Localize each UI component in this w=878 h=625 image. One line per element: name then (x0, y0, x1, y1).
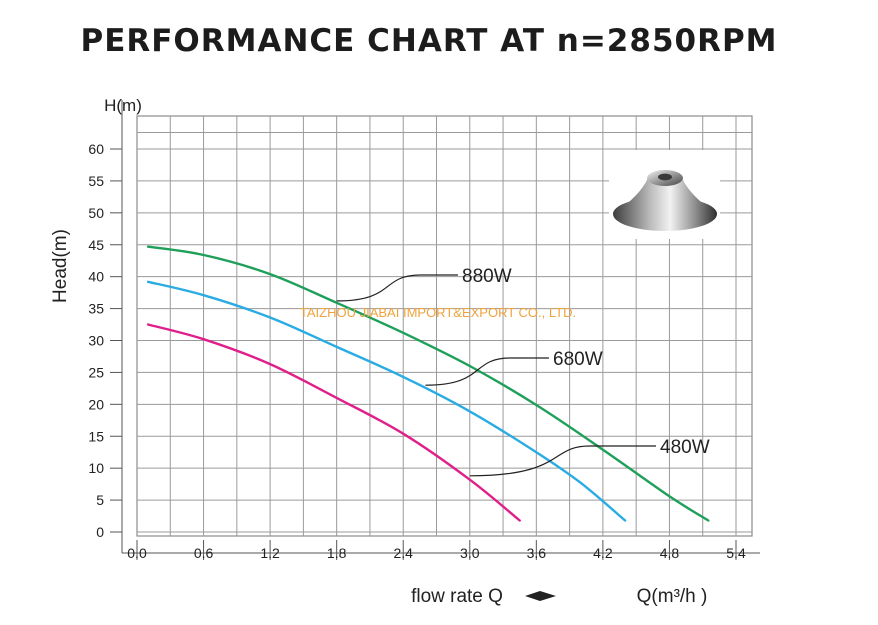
y-tick-label: 10 (88, 460, 104, 476)
series-label-680w: 680W (553, 349, 603, 370)
y-tick-label: 30 (88, 333, 104, 349)
watermark-text: TAIZHOU JIABAI IMPORT&EXPORT CO., LTD. (300, 305, 576, 320)
x-tick-label: 3.0 (460, 545, 480, 561)
callout-line (425, 357, 549, 386)
y-tick-label: 5 (96, 492, 104, 508)
x-tick-label: 3.6 (527, 545, 547, 561)
y-tick-label: 55 (88, 173, 104, 189)
grid (136, 115, 753, 537)
x-axis-label: flow rate Q (411, 586, 503, 607)
y-tick-label: 40 (88, 269, 104, 285)
x-tick-label: 2.4 (393, 545, 413, 561)
y-tick-label: 0 (96, 524, 104, 540)
y-tick-label: 15 (88, 428, 104, 444)
series-label-480w: 480W (660, 437, 710, 458)
y-tick-label: 45 (88, 237, 104, 253)
series-line-880w (146, 245, 710, 522)
impeller-image (609, 150, 720, 239)
y-tick-label: 25 (88, 364, 104, 380)
callout-line (336, 274, 458, 302)
arrow-icon (525, 591, 556, 601)
x-tick-label: 1.2 (260, 545, 280, 561)
series-line-680w (146, 280, 627, 522)
x-unit-label: Q(m³/h ) (637, 586, 708, 607)
y-tick-label: 35 (88, 301, 104, 317)
x-tick-label: 1.8 (327, 545, 347, 561)
y-tick-label: 50 (88, 205, 104, 221)
plot-frame (136, 115, 753, 537)
x-tick-label: 5.4 (726, 545, 746, 561)
y-tick-label: 20 (88, 396, 104, 412)
x-tick-label: 0.0 (127, 545, 147, 561)
chart-title: PERFORMANCE CHART AT n=2850RPM (80, 23, 777, 59)
series-label-880w: 880W (462, 266, 512, 287)
y-axis-label: Head(m) (50, 229, 71, 303)
series-lines (146, 245, 710, 522)
series-callouts: 880W 680W 480W (336, 266, 710, 477)
tick-labels: 0 5 10 15 20 25 30 35 40 45 50 55 60 0.0 0.6 1.2 1.8 2.4 3… (88, 100, 760, 561)
x-tick-label: 4.8 (660, 545, 680, 561)
x-tick-label: 0.6 (194, 545, 214, 561)
y-tick-label: 60 (88, 141, 104, 157)
x-tick-label: 4.2 (593, 545, 613, 561)
callout-line (469, 445, 656, 477)
series-line-480w (146, 323, 521, 522)
y-unit-label: H(m) (104, 96, 142, 115)
